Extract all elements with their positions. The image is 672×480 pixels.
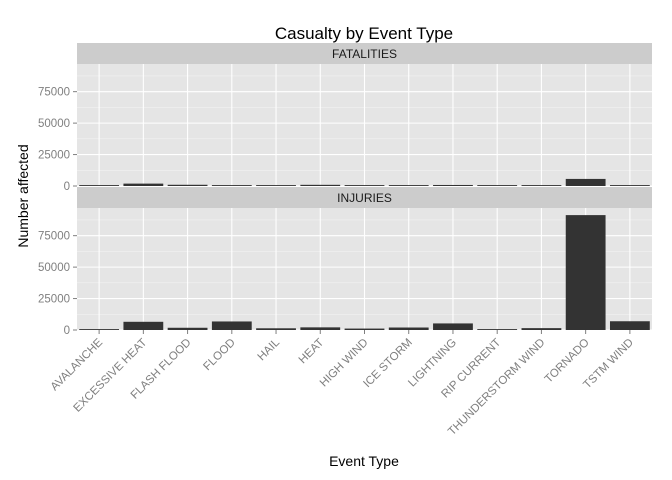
y-tick-label: 50000 bbox=[38, 262, 70, 274]
facet-strip-label: FATALITIES bbox=[332, 47, 397, 61]
bar bbox=[388, 327, 429, 330]
bar bbox=[521, 328, 562, 330]
y-tick-label: 25000 bbox=[38, 294, 70, 306]
bar bbox=[344, 328, 385, 330]
bar bbox=[79, 329, 120, 330]
bar bbox=[79, 185, 120, 186]
bar bbox=[211, 185, 252, 186]
x-tick-label: TORNADO bbox=[543, 337, 592, 386]
bar bbox=[167, 327, 208, 330]
x-tick-label: THUNDERSTORM WIND bbox=[446, 337, 547, 438]
y-tick-label: 75000 bbox=[38, 87, 70, 99]
bar bbox=[167, 184, 208, 186]
bar bbox=[256, 328, 296, 330]
bar bbox=[565, 215, 606, 330]
bar bbox=[123, 183, 164, 186]
bar bbox=[123, 321, 164, 330]
bar bbox=[477, 185, 518, 186]
x-tick-label: HAIL bbox=[256, 336, 283, 363]
y-axis-title: Number affected bbox=[15, 144, 31, 247]
bar bbox=[609, 321, 650, 330]
bar bbox=[433, 323, 473, 330]
bar bbox=[300, 327, 341, 330]
bar bbox=[300, 184, 341, 186]
facet-strip-label: INJURIES bbox=[337, 191, 392, 205]
facet-strip bbox=[77, 43, 652, 64]
x-tick-label: FLOOD bbox=[201, 337, 238, 374]
bar bbox=[388, 185, 429, 186]
y-tick-label: 0 bbox=[64, 325, 70, 337]
y-tick-label: 75000 bbox=[38, 231, 70, 243]
bar bbox=[565, 178, 606, 186]
y-tick-label: 50000 bbox=[38, 118, 70, 130]
facet-strip bbox=[77, 187, 652, 208]
y-tick-label: 25000 bbox=[38, 150, 70, 162]
bar bbox=[521, 185, 562, 186]
plot-layer: FATALITIES 0 25000 50000 75000 INJURIES 0 25000… bbox=[38, 43, 652, 438]
bar bbox=[477, 329, 518, 330]
y-tick-label: 0 bbox=[64, 181, 70, 193]
bar bbox=[211, 321, 252, 330]
x-tick-label: HEAT bbox=[297, 337, 327, 367]
bar bbox=[433, 184, 473, 186]
x-tick-label: EXCESSIVE HEAT bbox=[72, 337, 150, 415]
chart-title: Casualty by Event Type bbox=[275, 24, 453, 43]
bar bbox=[344, 185, 385, 186]
bar bbox=[609, 185, 650, 186]
x-axis-title: Event Type bbox=[329, 453, 399, 469]
bar bbox=[256, 185, 296, 186]
